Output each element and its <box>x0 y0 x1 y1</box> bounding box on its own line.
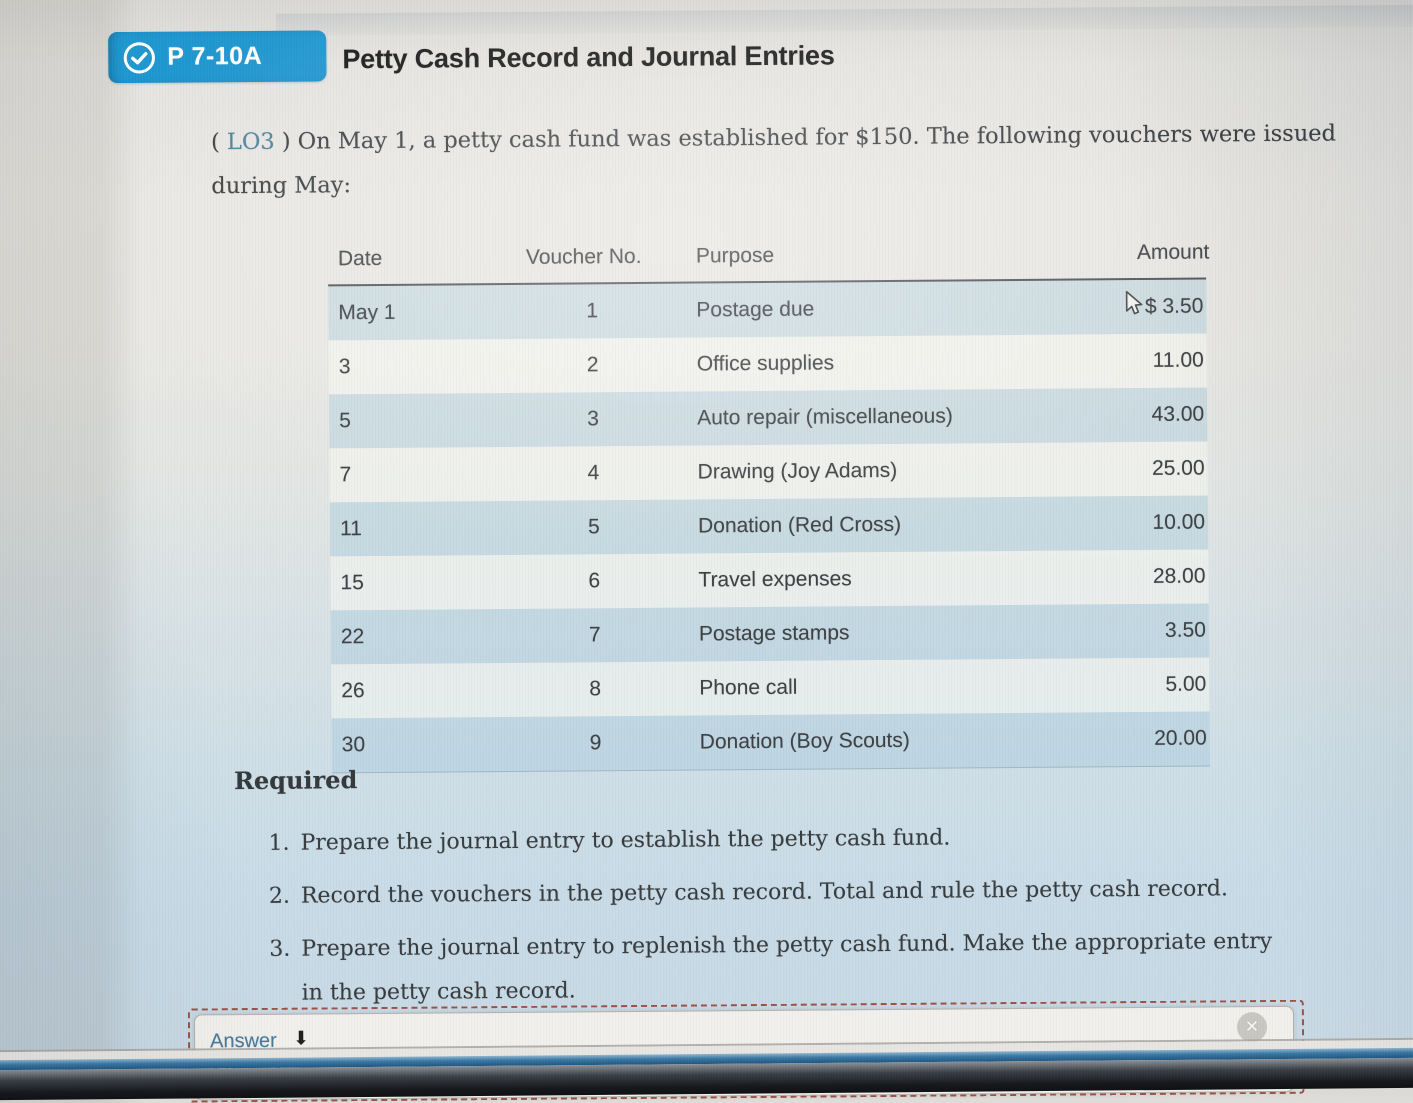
cell-purpose: Phone call <box>699 675 798 700</box>
item-text: Prepare the journal entry to establish t… <box>300 825 951 856</box>
item-number: 2. <box>268 883 291 909</box>
table-row: 7 4 Drawing (Joy Adams) 25.00 <box>329 441 1208 503</box>
cell-date: 15 <box>340 571 364 595</box>
intro-text: On May 1, a petty cash fund was establis… <box>211 120 1337 200</box>
paren: ( <box>210 129 220 156</box>
problem-number: P 7-10A <box>167 41 263 71</box>
cell-purpose: Auto repair (miscellaneous) <box>697 404 953 430</box>
cell-purpose: Postage stamps <box>698 621 850 646</box>
cell-date: 5 <box>339 409 351 433</box>
cell-date: 26 <box>341 679 365 703</box>
cell-amount: 20.00 <box>1139 711 1210 767</box>
cell-purpose: Postage due <box>696 297 815 322</box>
lo-tag[interactable]: LO3 <box>226 128 275 156</box>
cell-voucher: 7 <box>588 623 601 647</box>
table-row: 15 6 Travel expenses 28.00 <box>330 549 1209 611</box>
cell-date: 11 <box>339 517 362 541</box>
col-header-purpose: Purpose <box>693 227 1137 283</box>
table-row: 11 5 Donation (Red Cross) 10.00 <box>329 495 1209 557</box>
cell-purpose: Travel expenses <box>698 567 852 592</box>
cell-date: May 1 <box>338 300 396 325</box>
table-row: 26 8 Phone call 5.00 <box>331 657 1210 719</box>
cell-date: 22 <box>340 625 365 649</box>
mouse-cursor <box>1124 290 1150 323</box>
item-number: 3. <box>269 936 291 962</box>
cell-date: 3 <box>338 355 351 379</box>
cell-voucher: 4 <box>587 461 600 485</box>
col-header-amount: Amount <box>1135 226 1209 280</box>
cell-voucher: 5 <box>587 515 600 539</box>
cell-date: 7 <box>339 463 352 487</box>
cell-date: 30 <box>331 716 528 773</box>
item-text: Record the vouchers in the petty cash re… <box>300 876 1229 909</box>
item-number: 1. <box>268 830 290 856</box>
list-item: 1. Prepare the journal entry to establis… <box>268 814 1293 866</box>
textbook-page: P 7-10A Petty Cash Record and Journal En… <box>106 0 1413 1103</box>
cell-voucher: 1 <box>586 299 599 323</box>
cell-voucher: 8 <box>589 677 602 701</box>
down-arrow-icon: ⬇ <box>292 1027 310 1050</box>
cell-purpose: Office supplies <box>696 351 835 376</box>
col-header-date: Date <box>327 231 525 286</box>
intro-paragraph: ( LO3 ) On May 1, a petty cash fund was … <box>211 111 1340 208</box>
table-row: 22 7 Postage stamps 3.50 <box>330 603 1210 665</box>
cell-amount: 3.50 <box>1164 618 1206 642</box>
check-circle-icon <box>121 39 157 75</box>
cell-amount: 43.00 <box>1151 402 1205 426</box>
table-row: 30 9 Donation (Boy Scouts) 20.00 <box>331 711 1210 773</box>
problem-title: Petty Cash Record and Journal Entries <box>342 40 835 75</box>
required-list: 1. Prepare the journal entry to establis… <box>268 814 1295 1025</box>
cell-voucher: 3 <box>587 407 599 431</box>
cell-purpose: Donation (Boy Scouts) <box>697 712 1140 770</box>
table-row: 5 3 Auto repair (miscellaneous) 43.00 <box>329 387 1208 449</box>
list-item: 2. Record the vouchers in the petty cash… <box>269 867 1294 919</box>
cell-amount: 11.00 <box>1152 348 1204 372</box>
col-header-voucher: Voucher No. <box>523 230 695 284</box>
page-top-band <box>276 4 1413 36</box>
cell-purpose: Drawing (Joy Adams) <box>697 458 898 484</box>
cell-amount: 5.00 <box>1165 672 1207 696</box>
voucher-table: Date Voucher No. Purpose Amount May 1 1 … <box>327 226 1210 773</box>
paren: ) <box>281 128 291 155</box>
required-heading: Required <box>233 765 358 796</box>
cell-purpose: Donation (Red Cross) <box>697 512 902 538</box>
table-row: May 1 1 Postage due $ 3.50 <box>328 278 1207 341</box>
cell-voucher: 6 <box>588 569 601 593</box>
cell-amount: 25.00 <box>1151 456 1205 480</box>
cell-voucher: 9 <box>527 715 698 772</box>
table-header-row: Date Voucher No. Purpose Amount <box>327 226 1209 286</box>
table-row: 3 2 Office supplies 11.00 <box>328 333 1207 395</box>
cell-voucher: 2 <box>586 353 599 377</box>
cell-amount: 10.00 <box>1152 510 1206 534</box>
voucher-table-body: May 1 1 Postage due $ 3.50 3 2 Office su… <box>328 278 1210 773</box>
problem-badge[interactable]: P 7-10A <box>108 30 327 84</box>
cell-amount: 28.00 <box>1152 564 1206 588</box>
close-icon[interactable]: ✕ <box>1236 1012 1268 1043</box>
